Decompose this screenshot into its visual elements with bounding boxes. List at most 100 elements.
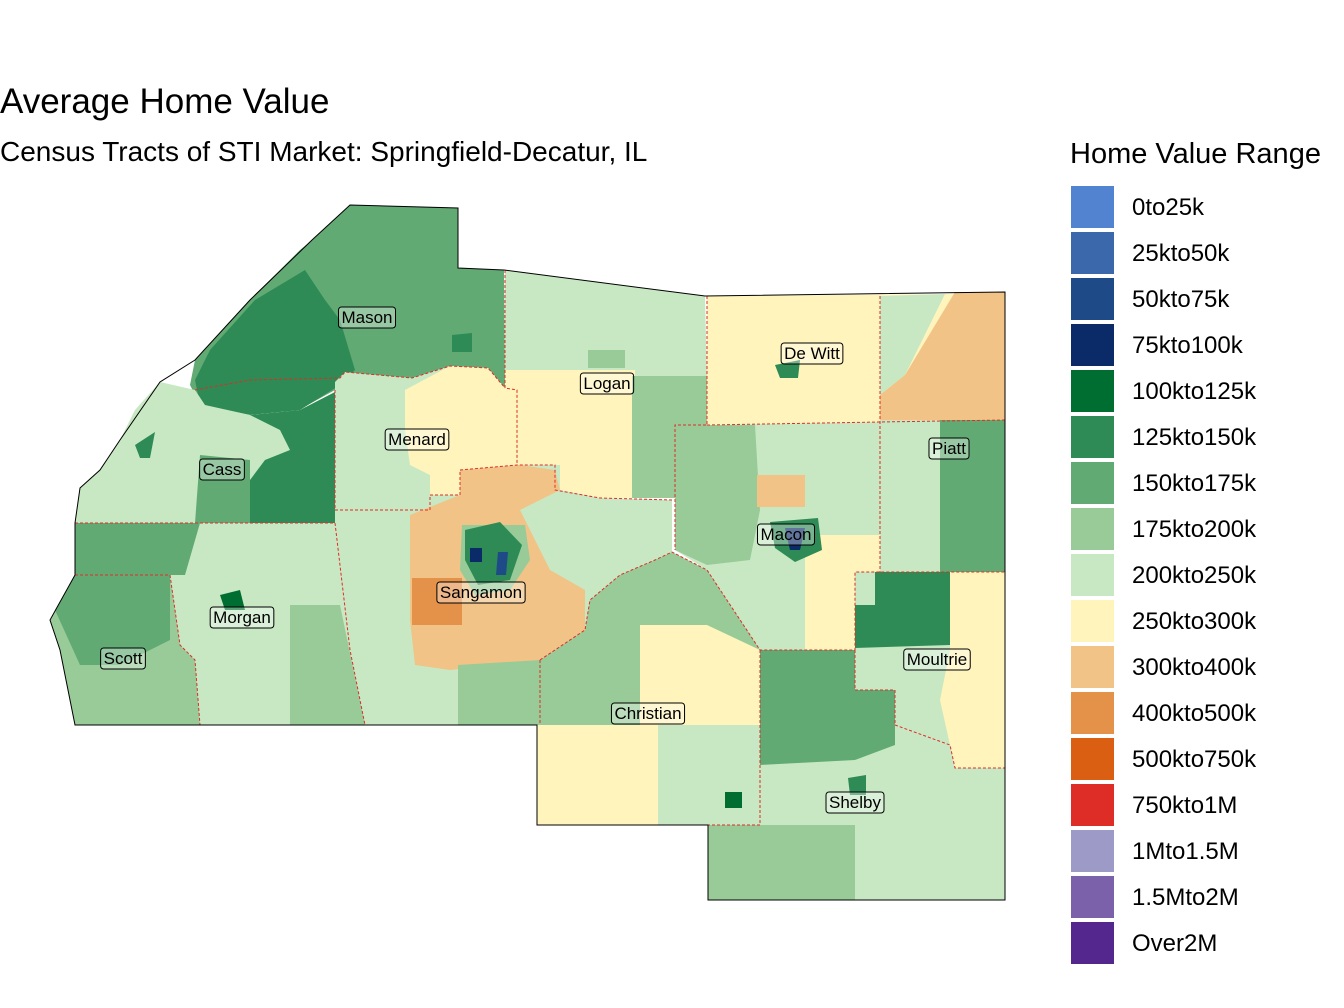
legend-swatch: [1071, 462, 1114, 504]
region-macon-n: [757, 475, 805, 507]
region-morgan-w: [75, 523, 200, 575]
map-title: Average Home Value: [0, 82, 330, 121]
region-scott-n: [55, 575, 170, 665]
county-label-text: Shelby: [829, 793, 881, 812]
county-label-de-witt: De Witt: [780, 342, 844, 365]
region-logan-tract: [588, 350, 625, 368]
county-label-macon: Macon: [756, 523, 816, 546]
county-label-mason: Mason: [337, 306, 397, 329]
county-label-box: [780, 342, 844, 365]
region-shelby-nw: [760, 650, 895, 765]
legend-swatch: [1071, 784, 1114, 826]
county-label-text: Scott: [104, 649, 143, 668]
legend-item: 300kto400k: [1071, 646, 1344, 688]
county-label-text: De Witt: [784, 344, 840, 363]
county-label-text: Mason: [341, 308, 392, 327]
region-morgan-e: [290, 605, 365, 725]
legend-swatch: [1071, 232, 1114, 274]
legend-item: 750kto1M: [1071, 784, 1344, 826]
legend-swatch: [1071, 646, 1114, 688]
region-piatt-s: [880, 420, 950, 572]
county-label-box: [579, 372, 635, 395]
legend-swatch: [1071, 186, 1114, 228]
legend-swatch: [1071, 370, 1114, 412]
legend-title: Home Value Range: [1070, 138, 1321, 170]
legend-label: 100kto125k: [1132, 378, 1257, 405]
legend-label: 175kto200k: [1132, 516, 1257, 543]
legend-item: 500kto750k: [1071, 738, 1344, 780]
county-label-box: [384, 428, 450, 451]
county-label-box: [199, 458, 245, 481]
county-label-christian: Christian: [610, 702, 686, 725]
county-label-text: Logan: [583, 374, 630, 393]
legend-item: Over2M: [1071, 922, 1344, 964]
legend-label: 25kto50k: [1132, 240, 1230, 267]
county-label-piatt: Piatt: [928, 437, 970, 460]
county-label-text: Moultrie: [907, 650, 967, 669]
county-label-box: [209, 606, 275, 629]
legend-swatch: [1071, 554, 1114, 596]
region-logan-s: [505, 370, 635, 498]
legend-swatch: [1071, 830, 1114, 872]
county-label-cass: Cass: [199, 458, 245, 481]
region-piatt-e: [940, 420, 1005, 572]
region-sangamon-core3: [496, 552, 508, 575]
county-label-box: [903, 648, 971, 671]
county-label-text: Christian: [614, 704, 681, 723]
county-label-box: [436, 581, 526, 604]
legend-label: 750kto1M: [1132, 792, 1238, 819]
county-label-box: [756, 523, 816, 546]
county-label-logan: Logan: [579, 372, 635, 395]
legend-label: 50kto75k: [1132, 286, 1230, 313]
region-shelby-tract: [848, 775, 866, 795]
county-label-scott: Scott: [100, 647, 146, 670]
legend-label: 200kto250k: [1132, 562, 1257, 589]
region-moultrie-e: [940, 572, 1005, 768]
county-label-menard: Menard: [384, 428, 450, 451]
legend-item: 25kto50k: [1071, 232, 1344, 274]
region-cass-mid: [195, 455, 250, 523]
legend-item: 1Mto1.5M: [1071, 830, 1344, 872]
region-sangamon-city: [465, 522, 522, 585]
legend-item: 200kto250k: [1071, 554, 1344, 596]
county-labels: Mason Logan De Witt Menard Cass Piatt Macon San…: [100, 306, 971, 814]
legend-swatch: [1071, 508, 1114, 550]
region-christian-se: [658, 725, 760, 825]
county-label-text: Macon: [760, 525, 811, 544]
legend-item: 75kto100k: [1071, 324, 1344, 366]
region-christian-s: [537, 725, 658, 825]
legend-label: 125kto150k: [1132, 424, 1257, 451]
region-christian-tract: [725, 792, 742, 808]
legend-label: 0to25k: [1132, 194, 1205, 221]
region-menard-east: [405, 366, 517, 495]
region-sangamon-se: [458, 660, 540, 725]
region-mason-tract: [452, 333, 472, 352]
legend-swatch: [1071, 324, 1114, 366]
region-moultrie-ne: [855, 572, 950, 648]
legend-item: 175kto200k: [1071, 508, 1344, 550]
region-morgan-tract: [220, 590, 245, 610]
region-shelby-sw: [708, 825, 855, 900]
legend-label: 1.5Mto2M: [1132, 884, 1239, 911]
legend-swatch: [1071, 600, 1114, 642]
county-label-box: [100, 647, 146, 670]
county-borders: [75, 270, 1006, 826]
legend-label: 500kto750k: [1132, 746, 1257, 773]
legend-label: 400kto500k: [1132, 700, 1257, 727]
legend-swatch: [1071, 876, 1114, 918]
region-christian-e: [640, 625, 760, 725]
region-cass-dot: [135, 432, 155, 458]
map-subtitle: Census Tracts of STI Market: Springfield…: [0, 136, 648, 167]
county-label-text: Cass: [203, 460, 242, 479]
county-label-text: Piatt: [932, 439, 966, 458]
county-label-morgan: Morgan: [209, 606, 275, 629]
county-label-box: [337, 306, 397, 329]
county-label-box: [928, 437, 970, 460]
legend-swatch: [1071, 738, 1114, 780]
legend-item: 400kto500k: [1071, 692, 1344, 734]
county-label-shelby: Shelby: [825, 791, 885, 814]
legend-swatch: [1071, 278, 1114, 320]
legend-label: 75kto100k: [1132, 332, 1243, 359]
legend-item: 50kto75k: [1071, 278, 1344, 320]
legend-item: 1.5Mto2M: [1071, 876, 1344, 918]
